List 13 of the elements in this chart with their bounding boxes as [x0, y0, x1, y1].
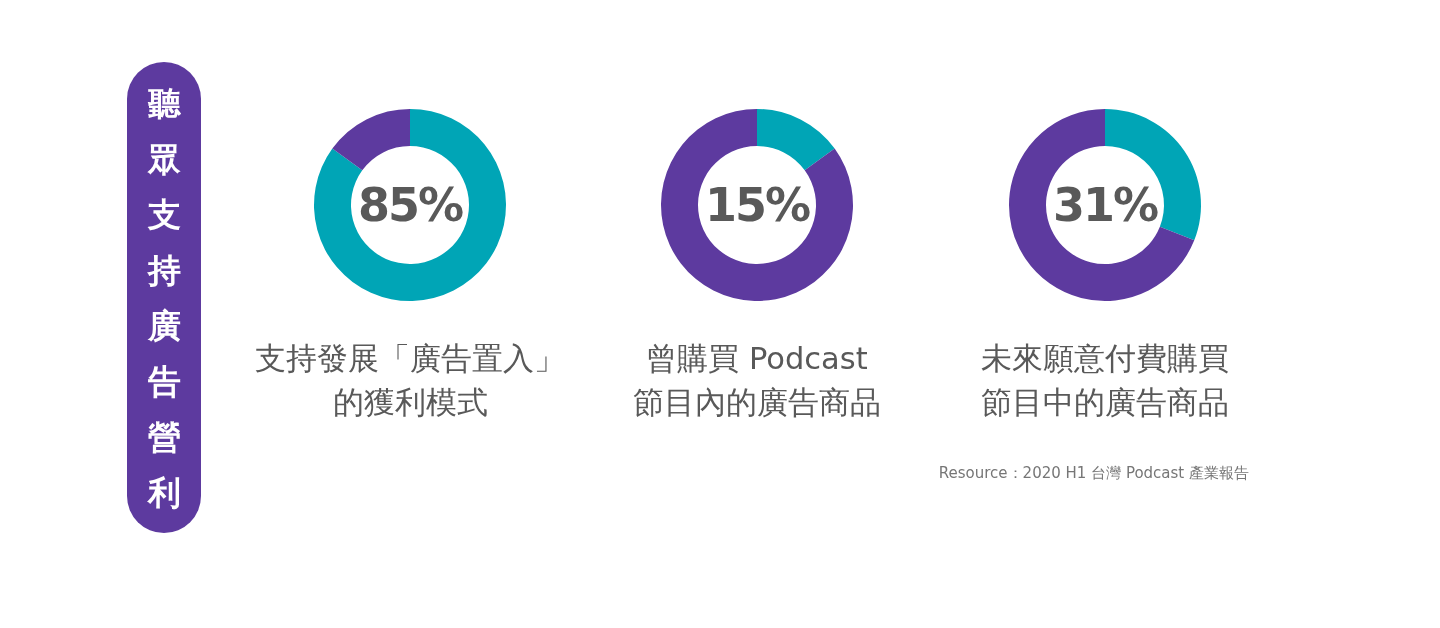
text: 支持發展「廣告置入」的獲利模式	[255, 341, 565, 420]
text: 85%	[357, 178, 463, 233]
donut-slice	[1009, 109, 1195, 301]
donut-slice	[661, 109, 853, 301]
donut-slice	[757, 109, 835, 171]
text: 未來願意付費購買節目中的廣告商品	[981, 341, 1229, 420]
donut-slice	[314, 109, 506, 301]
text: Resource：2020 H1 台灣 Podcast 產業報告	[938, 464, 1249, 482]
donut-slice	[332, 109, 410, 171]
text: 聽眾支持廣告營利	[145, 84, 182, 513]
text: 31%	[1052, 178, 1158, 233]
text: 曾購買 Podcast 節目內的廣告商品	[633, 341, 881, 420]
text: 15%	[704, 178, 810, 233]
